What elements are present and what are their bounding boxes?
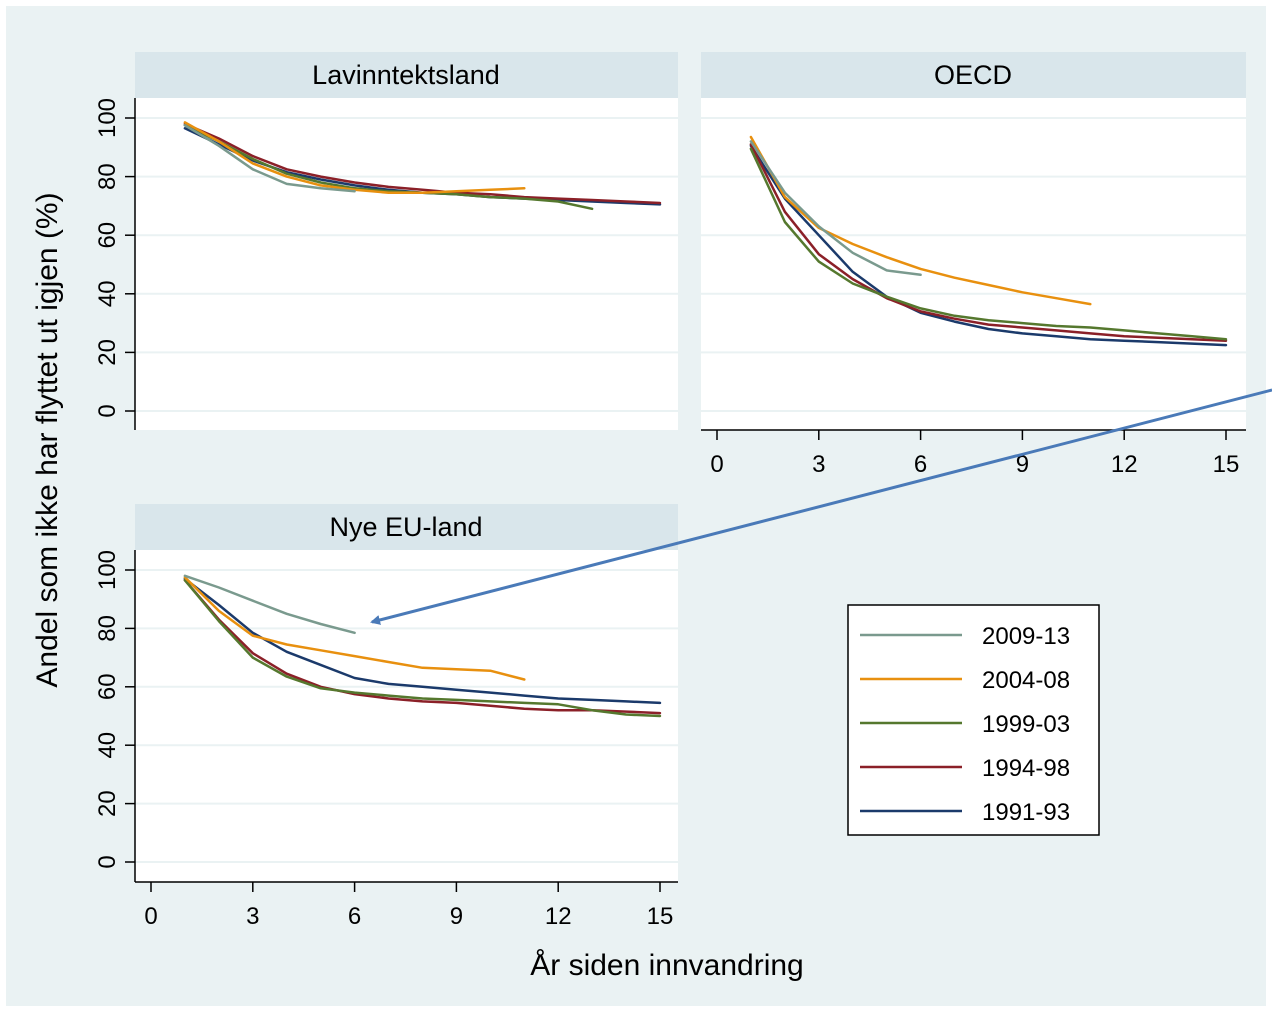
panel-lavinntektsland: Lavinntektsland — [135, 52, 678, 430]
series-line-oecd-2004-08 — [749, 135, 1092, 306]
y-tick-label-lavinntektsland-60: 60 — [94, 222, 121, 249]
series-line-oecd-2009-13 — [749, 140, 922, 277]
strip-lavinntektsland — [135, 52, 678, 98]
series-line-lavinntektsland-2009-13 — [183, 124, 356, 193]
strip-label-lavinntektsland: Lavinntektsland — [312, 60, 500, 90]
y-tick-label-lavinntektsland-0: 0 — [94, 404, 121, 417]
y-tick-label-lavinntektsland-40: 40 — [94, 280, 121, 307]
gridlines-oecd — [701, 117, 1246, 412]
y-axis-title: Andel som ikke har flyttet ut igjen (%) — [31, 192, 64, 687]
x-tick-label-oecd-9: 9 — [1016, 451, 1029, 478]
y-tick-label-nye-eu-land-20: 20 — [94, 790, 121, 817]
y-tick-label-lavinntektsland-100: 100 — [94, 98, 121, 138]
plot-area-lavinntektsland — [135, 98, 678, 430]
series-line-oecd-1999-03 — [749, 147, 1228, 341]
legend-box — [847, 604, 1100, 836]
x-tick-label-nye-eu-land-6: 6 — [348, 903, 361, 930]
y-tick-label-nye-eu-land-60: 60 — [94, 673, 121, 700]
series-line-lavinntektsland-1999-03 — [183, 124, 594, 211]
legend-label-2004-08: 2004-08 — [982, 667, 1070, 694]
gridlines-lavinntektsland — [135, 117, 678, 412]
panel-oecd: OECD — [701, 52, 1246, 430]
series-line-lavinntektsland-2004-08 — [183, 121, 526, 194]
series-line-nye-eu-land-2004-08 — [183, 576, 526, 681]
x-tick-label-nye-eu-land-0: 0 — [144, 903, 157, 930]
legend-label-1999-03: 1999-03 — [982, 711, 1070, 738]
y-tick-label-nye-eu-land-40: 40 — [94, 732, 121, 759]
legend-label-1994-98: 1994-98 — [982, 755, 1070, 782]
gridlines-nye-eu-land — [135, 569, 678, 863]
legend-label-1991-93: 1991-93 — [982, 799, 1070, 826]
plot-area-nye-eu-land — [135, 550, 678, 882]
x-axis-title: År siden innvandring — [530, 949, 804, 982]
x-tick-label-oecd-6: 6 — [914, 451, 927, 478]
x-tick-label-nye-eu-land-9: 9 — [450, 903, 463, 930]
plot-area-oecd — [701, 98, 1246, 430]
series-line-nye-eu-land-2009-13 — [183, 574, 356, 635]
y-tick-label-nye-eu-land-100: 100 — [94, 550, 121, 590]
panel-nye-eu-land: Nye EU-land — [135, 504, 678, 882]
series-line-oecd-1994-98 — [749, 143, 1228, 342]
y-tick-label-lavinntektsland-80: 80 — [94, 163, 121, 190]
series-lines-oecd — [749, 135, 1228, 347]
legend-label-2009-13: 2009-13 — [982, 623, 1070, 650]
series-line-lavinntektsland-1994-98 — [183, 122, 662, 205]
series-lines-nye-eu-land — [183, 574, 662, 718]
x-tick-label-oecd-15: 15 — [1213, 451, 1240, 478]
strip-nye-eu-land — [135, 504, 678, 550]
y-tick-label-nye-eu-land-0: 0 — [94, 855, 121, 868]
axes: 0 20 40 60 80 100 0 3 6 9 12 15 0 20 40 60 80 100 0 3 6 9 12 15 — [94, 98, 1246, 930]
series-line-nye-eu-land-1994-98 — [183, 578, 662, 715]
series-lines-lavinntektsland — [183, 121, 662, 211]
y-tick-label-lavinntektsland-20: 20 — [94, 339, 121, 366]
series-line-oecd-1991-93 — [749, 144, 1228, 347]
strip-oecd — [701, 52, 1246, 98]
series-line-nye-eu-land-1999-03 — [183, 578, 662, 718]
x-tick-label-nye-eu-land-12: 12 — [545, 903, 572, 930]
x-tick-label-nye-eu-land-15: 15 — [647, 903, 674, 930]
x-tick-label-oecd-12: 12 — [1111, 451, 1138, 478]
legend: 2009-13 2004-08 1999-03 1994-98 1991-93 — [847, 604, 1100, 836]
strip-label-oecd: OECD — [934, 60, 1012, 90]
strip-label-nye-eu-land: Nye EU-land — [329, 512, 482, 542]
x-tick-label-oecd-0: 0 — [710, 451, 723, 478]
y-tick-label-nye-eu-land-80: 80 — [94, 615, 121, 642]
x-tick-label-nye-eu-land-3: 3 — [246, 903, 259, 930]
x-tick-label-oecd-3: 3 — [812, 451, 825, 478]
annotation-arrow — [370, 388, 1272, 625]
